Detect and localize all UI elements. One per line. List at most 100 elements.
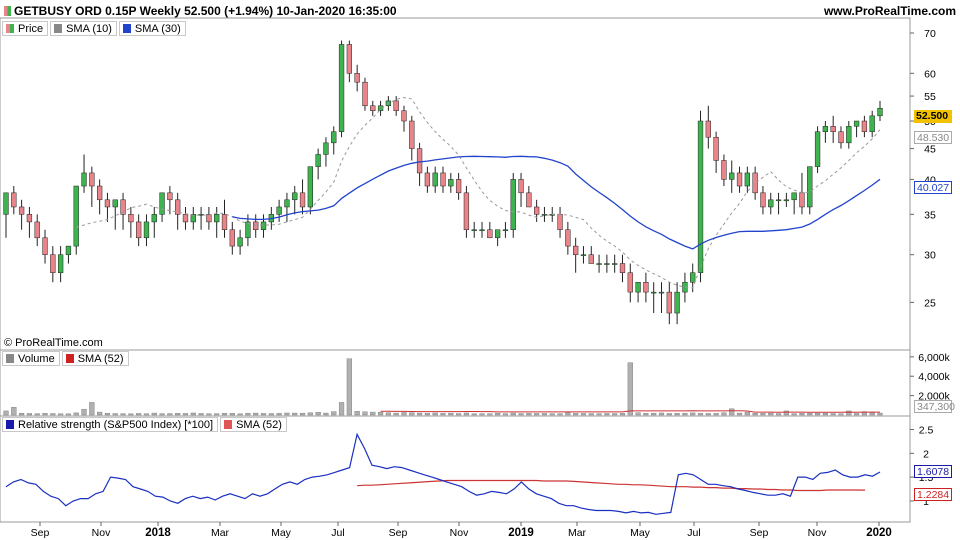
axes: 2530354045505560702,000k4,000k6,000k11.5… bbox=[31, 28, 951, 539]
volume-bar bbox=[323, 412, 329, 416]
price-legend: Price SMA (10) SMA (30) bbox=[2, 21, 188, 36]
volume-bar bbox=[370, 411, 376, 416]
candle-body bbox=[627, 272, 633, 293]
volume-bar bbox=[479, 413, 485, 416]
legend-rs-sma[interactable]: SMA (52) bbox=[220, 417, 287, 432]
candle-body bbox=[409, 120, 415, 149]
volume-bar bbox=[510, 412, 516, 416]
volume-bar bbox=[744, 411, 750, 416]
volume-bar bbox=[19, 413, 25, 416]
volume-bar bbox=[830, 413, 836, 416]
volume-bar bbox=[206, 413, 212, 416]
rs-swatch-icon bbox=[6, 420, 14, 429]
candle-body bbox=[401, 110, 407, 122]
volume-bar bbox=[120, 413, 126, 416]
rs-panel[interactable] bbox=[5, 432, 881, 515]
candle-body bbox=[338, 44, 345, 132]
x-tick-label: Mar bbox=[568, 527, 587, 539]
volume-bar bbox=[151, 412, 157, 416]
candle-body bbox=[494, 229, 501, 239]
candle-body bbox=[292, 192, 298, 201]
candle-body bbox=[690, 272, 696, 283]
candle-body bbox=[96, 185, 103, 201]
volume-bar bbox=[697, 413, 704, 416]
legend-rs[interactable]: Relative strength (S&P500 Index) [*100] bbox=[2, 417, 219, 432]
x-tick-label: Nov bbox=[92, 527, 111, 539]
volume-bar bbox=[143, 413, 150, 416]
volume-bar bbox=[284, 412, 290, 416]
volume-bar bbox=[557, 413, 563, 416]
volume-bar bbox=[237, 413, 243, 416]
volume-tick-label: 4,000k bbox=[918, 371, 950, 383]
volume-bar bbox=[705, 413, 711, 416]
candle-body bbox=[11, 192, 17, 208]
volume-bar bbox=[34, 413, 40, 416]
candle-body bbox=[65, 245, 72, 255]
price-tick-label: 40 bbox=[924, 174, 936, 186]
x-tick-label: Mar bbox=[211, 527, 230, 539]
volume-tick-label: 2,000k bbox=[918, 391, 950, 403]
x-tick-label: Nov bbox=[808, 527, 827, 539]
candle-body bbox=[57, 254, 64, 273]
candle-body bbox=[346, 44, 353, 74]
candle-body bbox=[580, 254, 587, 256]
volume-bar bbox=[596, 413, 602, 416]
candle-body bbox=[416, 148, 423, 174]
candle-body bbox=[3, 192, 9, 215]
volume-bar bbox=[768, 412, 774, 416]
volume-bar bbox=[424, 413, 430, 416]
volume-bar bbox=[783, 410, 789, 416]
candle-body bbox=[206, 214, 212, 223]
volume-bar bbox=[877, 412, 883, 416]
rs-sma-tag: 1.2284 bbox=[914, 488, 952, 501]
candle-body bbox=[393, 100, 399, 112]
legend-volume-sma[interactable]: SMA (52) bbox=[61, 351, 129, 366]
volume-bar bbox=[393, 412, 399, 416]
candle-body bbox=[190, 214, 196, 223]
volume-bar bbox=[128, 413, 134, 416]
candle-body bbox=[151, 214, 157, 223]
site-link[interactable]: www.ProRealTime.com bbox=[823, 4, 956, 18]
legend-sma10[interactable]: SMA (10) bbox=[50, 21, 117, 36]
candle-body bbox=[276, 206, 282, 215]
volume-bar bbox=[58, 413, 64, 416]
volume-bar bbox=[42, 413, 48, 416]
volume-bar bbox=[760, 413, 766, 416]
rs-tick-label: 2.5 bbox=[919, 425, 934, 437]
volume-bar bbox=[432, 412, 438, 416]
volume-bar bbox=[541, 413, 548, 416]
volume-panel[interactable] bbox=[3, 358, 883, 416]
price-panel[interactable] bbox=[3, 40, 883, 325]
candle-body bbox=[846, 126, 852, 144]
candle-body bbox=[245, 221, 251, 239]
price-tick-label: 60 bbox=[924, 68, 936, 80]
candle-body bbox=[658, 291, 665, 294]
volume-bar bbox=[401, 412, 407, 416]
volume-bar bbox=[97, 411, 103, 416]
x-tick-label: 2020 bbox=[866, 527, 892, 539]
volume-bar bbox=[50, 413, 56, 416]
candle-body bbox=[729, 172, 735, 180]
volume-bar bbox=[791, 413, 797, 416]
volume-bar bbox=[245, 412, 251, 416]
legend-volume[interactable]: Volume bbox=[2, 351, 60, 366]
candle-body bbox=[510, 179, 516, 230]
candle-body bbox=[604, 263, 610, 265]
legend-sma30[interactable]: SMA (30) bbox=[118, 21, 186, 36]
legend-price[interactable]: Price bbox=[2, 21, 49, 36]
candle-body bbox=[666, 291, 672, 314]
volume-bar bbox=[315, 412, 321, 416]
volume-bar bbox=[487, 413, 493, 416]
volume-bar bbox=[416, 412, 423, 416]
x-tick-label: 2019 bbox=[508, 527, 534, 539]
volume-bar bbox=[175, 413, 181, 416]
volume-bar bbox=[651, 412, 657, 416]
volume-bar bbox=[721, 412, 727, 416]
candle-body bbox=[838, 131, 844, 144]
candle-body bbox=[791, 192, 797, 201]
candle-body bbox=[775, 199, 782, 202]
volume-bar bbox=[674, 413, 680, 416]
volume-bar bbox=[814, 413, 821, 416]
rs-sma-swatch-icon bbox=[224, 420, 233, 429]
candle-icon bbox=[4, 6, 11, 16]
